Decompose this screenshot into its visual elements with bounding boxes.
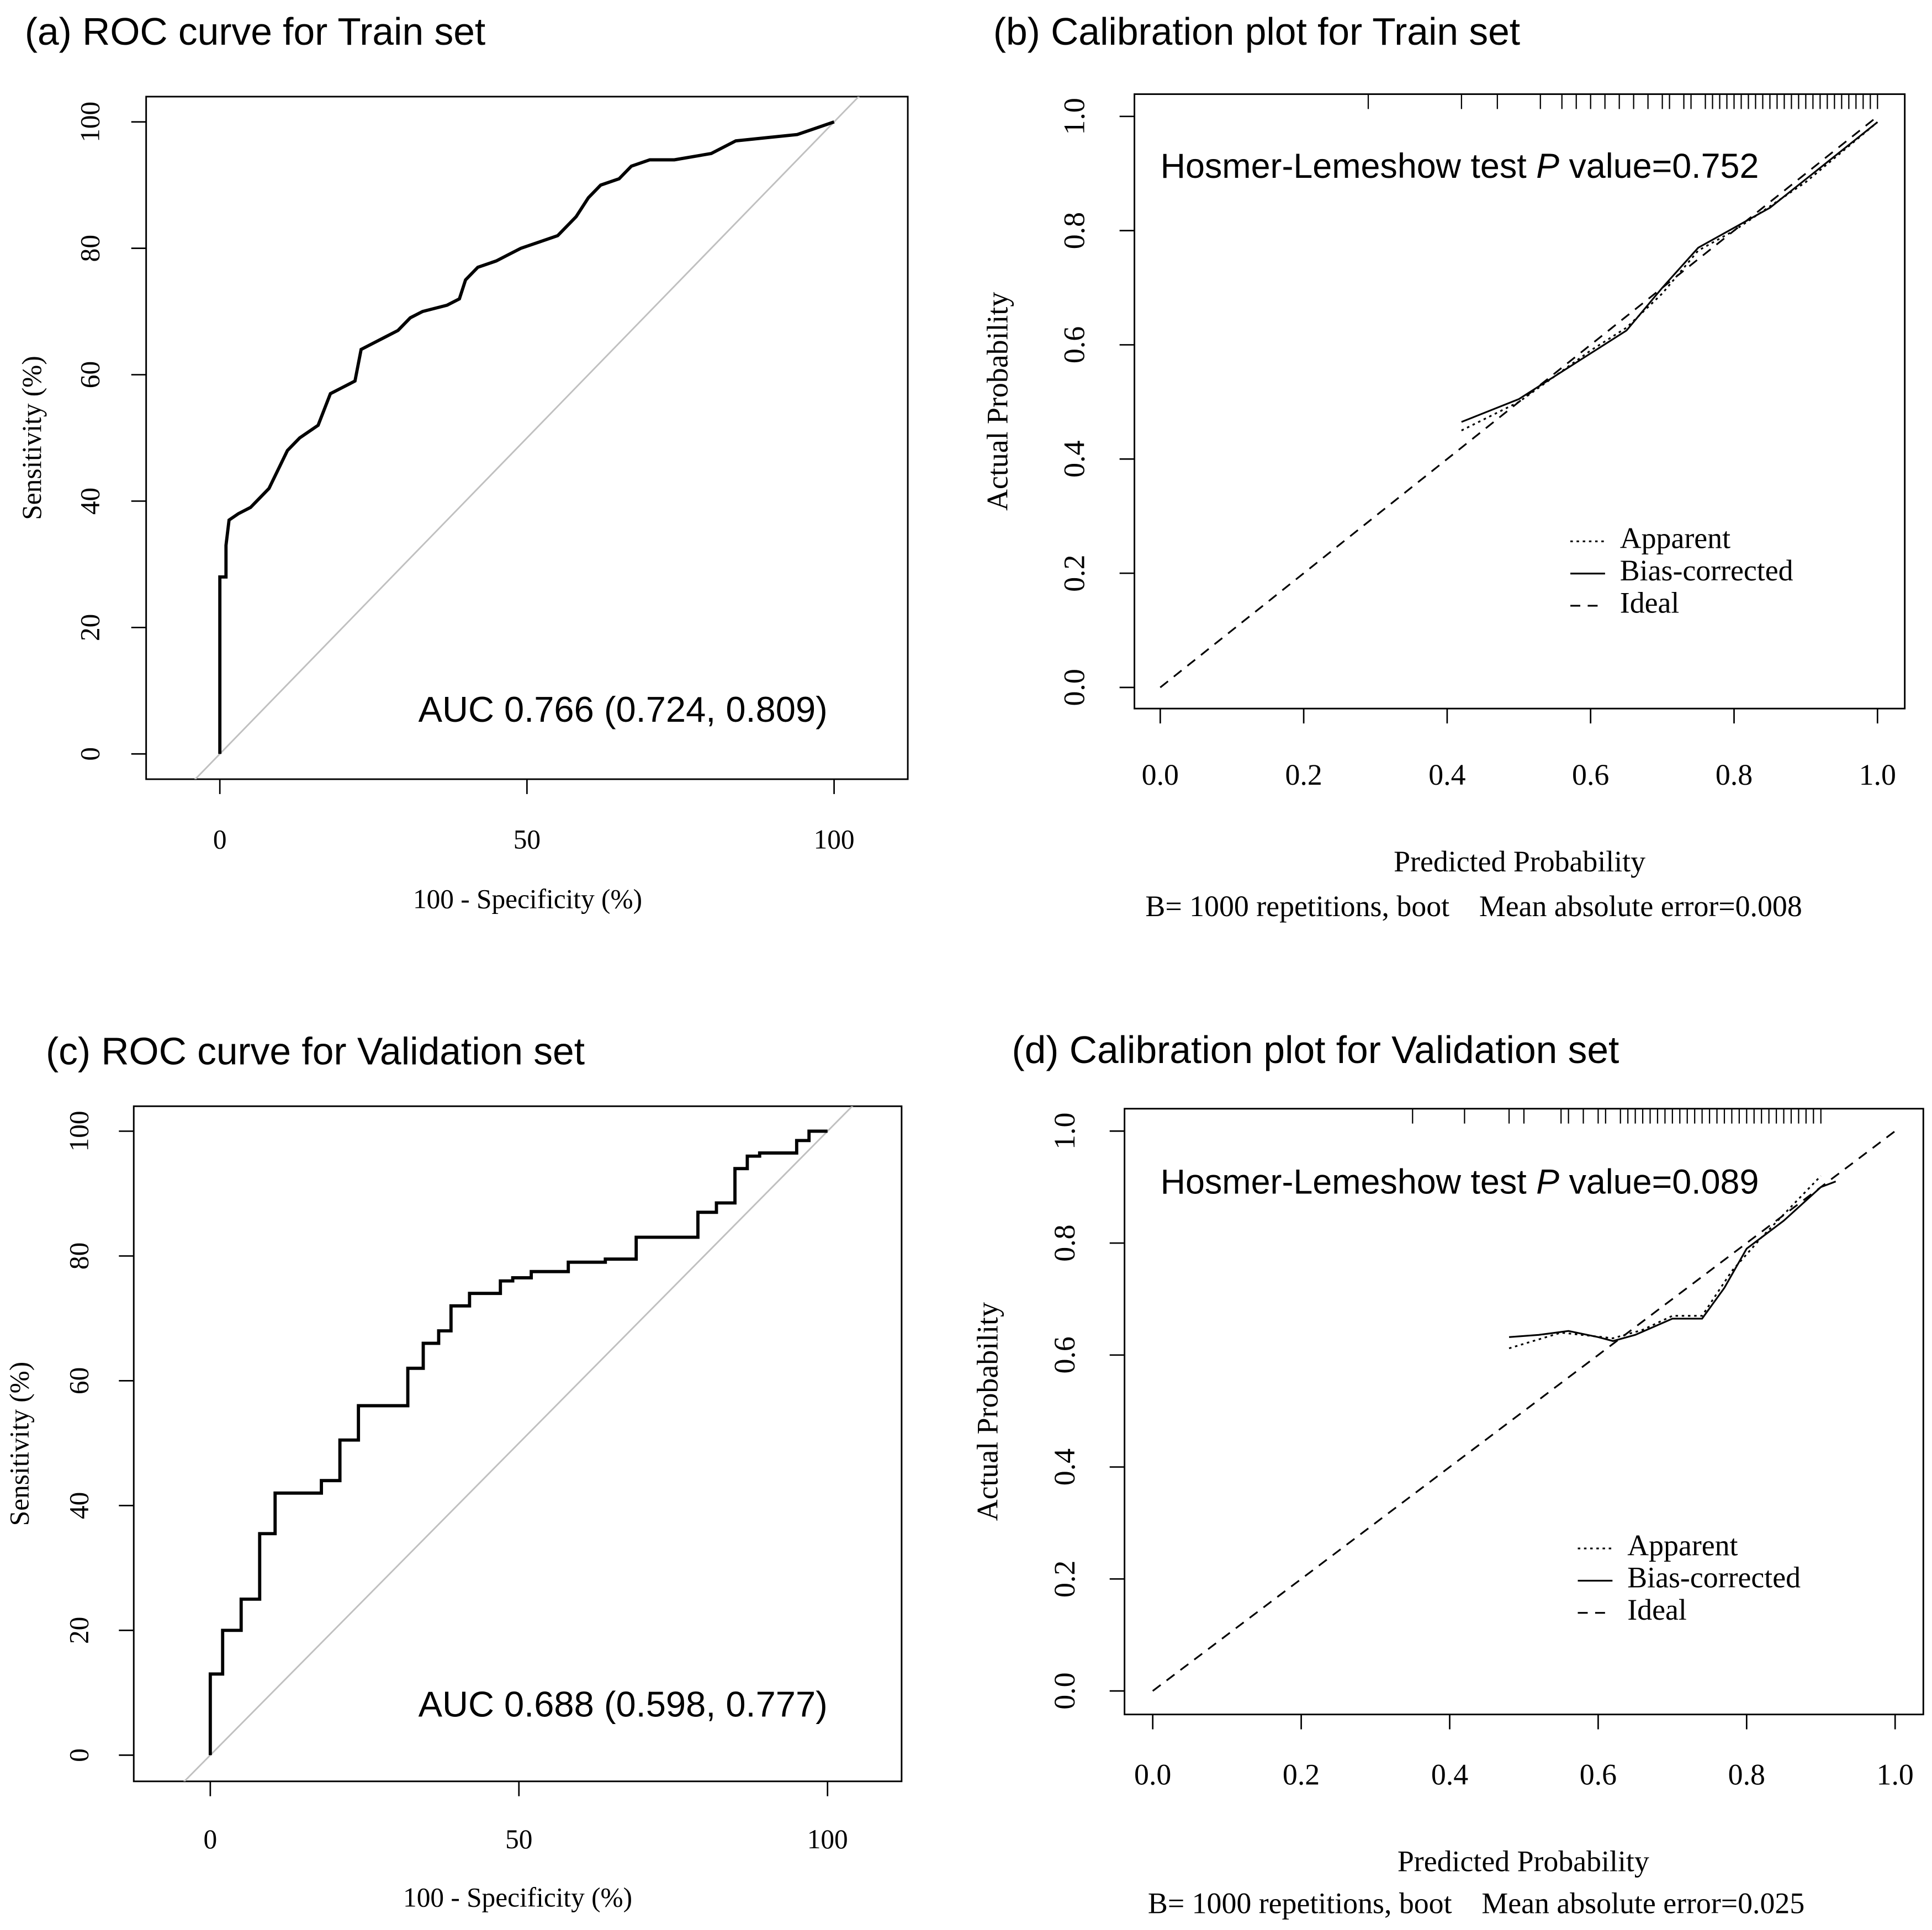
y-tick-label: 0 xyxy=(63,1748,94,1762)
y-tick-label: 0.8 xyxy=(1058,212,1091,249)
y-tick-label: 0.4 xyxy=(1058,441,1091,478)
legend-label: Bias-corrected xyxy=(1627,1561,1801,1594)
y-tick-label: 0.6 xyxy=(1048,1336,1081,1373)
y-tick-label: 80 xyxy=(63,1242,94,1270)
y-tick-label: 0.8 xyxy=(1048,1224,1081,1261)
x-tick-label: 1.0 xyxy=(1859,758,1896,791)
panel-title: (c) ROC curve for Validation set xyxy=(46,1029,585,1072)
annotation-part: value=0.089 xyxy=(1569,1162,1759,1201)
calibration-curve xyxy=(1160,115,1878,689)
x-tick-label: 0.2 xyxy=(1285,758,1322,791)
plot-frame xyxy=(1134,93,1906,710)
subtitle: B= 1000 repetitions, boot Mean absolute … xyxy=(1145,890,1802,923)
legend-label: Ideal xyxy=(1620,586,1680,619)
subtitle: B= 1000 repetitions, boot Mean absolute … xyxy=(1148,1887,1804,1920)
x-tick-label: 0.0 xyxy=(1142,758,1179,791)
plot-frame xyxy=(133,1105,903,1783)
legend-label: Ideal xyxy=(1627,1593,1687,1626)
x-tick-label: 50 xyxy=(514,824,541,855)
y-tick-label: 20 xyxy=(75,614,105,641)
y-tick-label: 0.2 xyxy=(1048,1561,1081,1598)
x-axis-label: Predicted Probability xyxy=(1394,845,1645,878)
y-tick-label: 0.2 xyxy=(1058,554,1091,591)
y-tick-label: 100 xyxy=(75,102,105,142)
x-axis-label: Predicted Probability xyxy=(1398,1844,1649,1878)
y-tick-label: 40 xyxy=(75,488,105,515)
x-tick-label: 0.0 xyxy=(1134,1758,1171,1791)
annotation-part: Hosmer-Lemeshow test xyxy=(1161,1162,1527,1201)
hl-annotation: Hosmer-Lemeshow test P value=0.089 xyxy=(1161,1162,1759,1201)
x-tick-label: 100 xyxy=(814,824,855,855)
x-tick-label: 0.4 xyxy=(1431,1758,1468,1791)
x-tick-label: 0.6 xyxy=(1580,1758,1617,1791)
auc-annotation: AUC 0.766 (0.724, 0.809) xyxy=(419,689,828,729)
x-tick-label: 0 xyxy=(204,1824,218,1854)
x-tick-label: 100 xyxy=(807,1824,848,1854)
x-tick-label: 1.0 xyxy=(1877,1758,1914,1791)
x-axis-label: 100 - Specificity (%) xyxy=(403,1882,632,1912)
x-axis-label: 100 - Specificity (%) xyxy=(413,884,642,914)
y-tick-label: 0.6 xyxy=(1058,326,1091,363)
legend-label: Apparent xyxy=(1627,1529,1738,1562)
panel-title: (a) ROC curve for Train set xyxy=(25,10,485,53)
x-tick-label: 0.4 xyxy=(1428,758,1465,791)
y-tick-label: 1.0 xyxy=(1058,98,1091,135)
y-tick-label: 40 xyxy=(63,1492,94,1519)
y-tick-label: 1.0 xyxy=(1048,1113,1081,1150)
legend-label: Apparent xyxy=(1620,522,1730,555)
legend-label: Bias-corrected xyxy=(1620,554,1793,587)
diagonal-line xyxy=(194,96,860,780)
annotation-part: P xyxy=(1536,147,1559,186)
y-tick-label: 0 xyxy=(75,747,105,761)
x-tick-label: 0.8 xyxy=(1716,758,1753,791)
y-tick-label: 20 xyxy=(63,1617,94,1644)
annotation-part: Hosmer-Lemeshow test xyxy=(1161,147,1527,186)
y-tick-label: 60 xyxy=(75,361,105,388)
hl-annotation: Hosmer-Lemeshow test P value=0.752 xyxy=(1161,147,1759,186)
y-axis-label: Actual Probability xyxy=(981,292,1014,511)
diagonal-line xyxy=(183,1106,854,1781)
roc-curve xyxy=(208,1129,828,1755)
x-tick-label: 0.6 xyxy=(1572,758,1609,791)
y-tick-label: 60 xyxy=(63,1367,94,1394)
y-tick-label: 0.4 xyxy=(1048,1448,1081,1485)
panel-title: (d) Calibration plot for Validation set xyxy=(1012,1028,1619,1071)
y-tick-label: 0.0 xyxy=(1048,1672,1081,1709)
x-tick-label: 0.2 xyxy=(1283,1758,1320,1791)
y-axis-label: Sensitivity (%) xyxy=(4,1362,35,1526)
y-axis-label: Sensitivity (%) xyxy=(17,356,47,520)
x-tick-label: 0 xyxy=(213,824,227,855)
auc-annotation: AUC 0.688 (0.598, 0.777) xyxy=(419,1684,828,1724)
x-tick-label: 0.8 xyxy=(1728,1758,1765,1791)
roc-curve xyxy=(218,120,835,754)
x-tick-label: 50 xyxy=(505,1824,532,1854)
y-axis-label: Actual Probability xyxy=(971,1302,1004,1521)
y-tick-label: 0.0 xyxy=(1058,669,1091,706)
calibration-curve xyxy=(1508,1181,1836,1342)
y-tick-label: 80 xyxy=(75,235,105,262)
panel-title: (b) Calibration plot for Train set xyxy=(993,10,1520,53)
y-tick-label: 100 xyxy=(63,1111,94,1151)
annotation-part: value=0.752 xyxy=(1569,147,1759,186)
annotation-part: P xyxy=(1536,1162,1559,1201)
